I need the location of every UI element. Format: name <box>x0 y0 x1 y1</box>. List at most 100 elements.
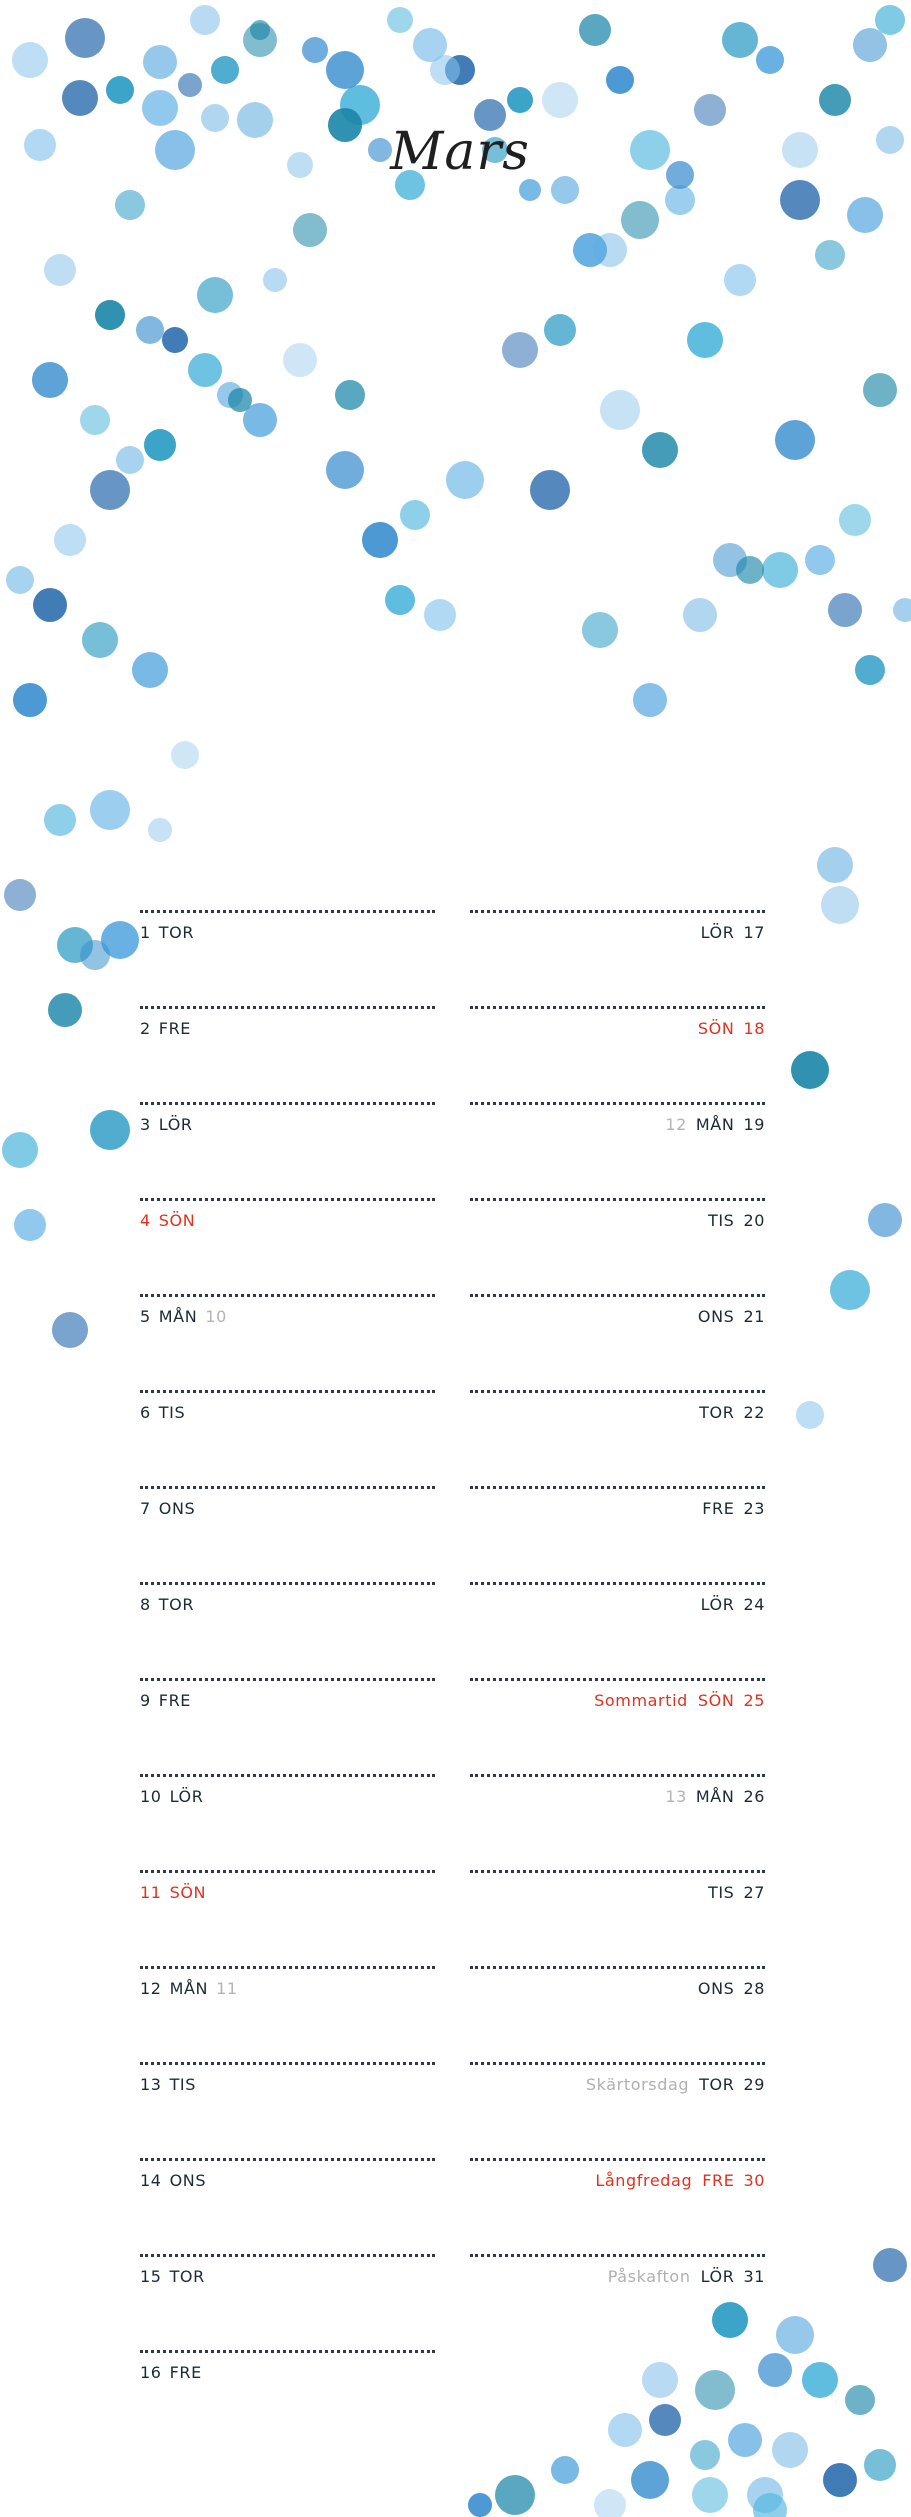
weekday-label: SÖN <box>697 1691 735 1710</box>
day-row[interactable]: 10 LÖR <box>140 1774 435 1834</box>
watercolor-dot <box>796 1401 824 1429</box>
day-number: 18 <box>743 1019 765 1038</box>
weekday-label: MÅN <box>695 1787 735 1806</box>
day-row[interactable]: Sommartid SÖN 25 <box>470 1678 765 1738</box>
day-row[interactable]: 13 MÅN 26 <box>470 1774 765 1834</box>
day-number: 3 <box>140 1115 151 1134</box>
watercolor-dot <box>791 1051 829 1089</box>
day-number: 15 <box>140 2267 162 2286</box>
day-entry: 4 SÖN <box>140 1201 435 1230</box>
day-entry: 6 TIS <box>140 1393 435 1422</box>
watercolor-dot <box>690 2440 720 2470</box>
day-number: 2 <box>140 1019 151 1038</box>
holiday-note: Långfredag <box>595 2171 693 2190</box>
day-row[interactable]: 12 MÅN 11 <box>140 1966 435 2026</box>
watercolor-dot <box>44 804 76 836</box>
day-row[interactable]: LÖR 17 <box>470 910 765 970</box>
day-row[interactable]: LÖR 24 <box>470 1582 765 1642</box>
day-entry: 11 SÖN <box>140 1873 435 1902</box>
watercolor-dot <box>143 45 177 79</box>
watercolor-dot <box>395 170 425 200</box>
watercolor-dot <box>2 1132 38 1168</box>
weekday-label: LÖR <box>700 2267 735 2286</box>
watercolor-dot <box>724 264 756 296</box>
watercolor-dot <box>875 5 905 35</box>
watercolor-dot <box>162 327 188 353</box>
day-row[interactable]: 7 ONS <box>140 1486 435 1546</box>
day-row[interactable]: 5 MÅN 10 <box>140 1294 435 1354</box>
day-entry: LÖR 17 <box>470 913 765 942</box>
day-row[interactable]: 15 TOR <box>140 2254 435 2314</box>
watercolor-dot <box>54 524 86 556</box>
day-number: 7 <box>140 1499 151 1518</box>
day-row[interactable]: 4 SÖN <box>140 1198 435 1258</box>
day-row[interactable]: ONS 28 <box>470 1966 765 2026</box>
watercolor-dot <box>649 2404 681 2436</box>
watercolor-dot <box>190 5 220 35</box>
watercolor-dot <box>621 201 659 239</box>
watercolor-dot <box>95 300 125 330</box>
watercolor-dot <box>283 343 317 377</box>
day-row[interactable]: FRE 23 <box>470 1486 765 1546</box>
watercolor-dot <box>90 1110 130 1150</box>
watercolor-dot <box>573 233 607 267</box>
watercolor-dot <box>762 552 798 588</box>
day-number: 28 <box>743 1979 765 1998</box>
week-number: 13 <box>665 1787 687 1806</box>
day-row[interactable]: Påskafton LÖR 31 <box>470 2254 765 2314</box>
day-number: 5 <box>140 1307 151 1326</box>
day-row[interactable]: 13 TIS <box>140 2062 435 2122</box>
watercolor-dot <box>400 500 430 530</box>
day-entry: 13 TIS <box>140 2065 435 2094</box>
day-row[interactable]: 6 TIS <box>140 1390 435 1450</box>
day-row[interactable]: ONS 21 <box>470 1294 765 1354</box>
holiday-note: Skärtorsdag <box>585 2075 690 2094</box>
weekday-label: TIS <box>707 1211 735 1230</box>
day-entry: 14 ONS <box>140 2161 435 2190</box>
week-number: 12 <box>665 1115 687 1134</box>
day-row[interactable]: 8 TOR <box>140 1582 435 1642</box>
day-row[interactable]: 2 FRE <box>140 1006 435 1066</box>
day-row[interactable]: TIS 20 <box>470 1198 765 1258</box>
watercolor-dot <box>666 161 694 189</box>
day-entry: 1 TOR <box>140 913 435 942</box>
watercolor-dot <box>80 940 110 970</box>
day-number: 4 <box>140 1211 151 1230</box>
watercolor-dot <box>687 322 723 358</box>
watercolor-dot <box>4 879 36 911</box>
day-entry: Skärtorsdag TOR 29 <box>470 2065 765 2094</box>
watercolor-dot <box>197 277 233 313</box>
day-row[interactable]: 16 FRE <box>140 2350 435 2410</box>
watercolor-dot <box>237 102 273 138</box>
day-row[interactable]: TIS 27 <box>470 1870 765 1930</box>
day-row[interactable]: Skärtorsdag TOR 29 <box>470 2062 765 2122</box>
day-row[interactable]: 1 TOR <box>140 910 435 970</box>
weekday-label: LÖR <box>158 1115 193 1134</box>
day-row[interactable]: Långfredag FRE 30 <box>470 2158 765 2218</box>
day-entry: 12 MÅN 11 <box>140 1969 435 1998</box>
day-number: 19 <box>743 1115 765 1134</box>
day-entry: SÖN 18 <box>470 1009 765 1038</box>
day-row[interactable]: TOR 22 <box>470 1390 765 1450</box>
day-entry: 7 ONS <box>140 1489 435 1518</box>
weekday-label: FRE <box>158 1019 192 1038</box>
day-row[interactable]: 11 SÖN <box>140 1870 435 1930</box>
day-row[interactable]: 14 ONS <box>140 2158 435 2218</box>
watercolor-dot <box>148 818 172 842</box>
day-number: 11 <box>140 1883 162 1902</box>
watercolor-dot <box>631 2461 669 2499</box>
day-entry: 10 LÖR <box>140 1777 435 1806</box>
day-row[interactable]: 12 MÅN 19 <box>470 1102 765 1162</box>
weekday-label: TIS <box>169 2075 197 2094</box>
watercolor-dot <box>753 2493 787 2517</box>
day-row[interactable]: 3 LÖR <box>140 1102 435 1162</box>
day-number: 21 <box>743 1307 765 1326</box>
watercolor-dot <box>665 185 695 215</box>
day-number: 31 <box>743 2267 765 2286</box>
day-row[interactable]: 9 FRE <box>140 1678 435 1738</box>
watercolor-dot <box>722 22 758 58</box>
watercolor-dot <box>293 213 327 247</box>
watercolor-dot <box>633 683 667 717</box>
day-row[interactable]: SÖN 18 <box>470 1006 765 1066</box>
watercolor-dot <box>642 2362 678 2398</box>
